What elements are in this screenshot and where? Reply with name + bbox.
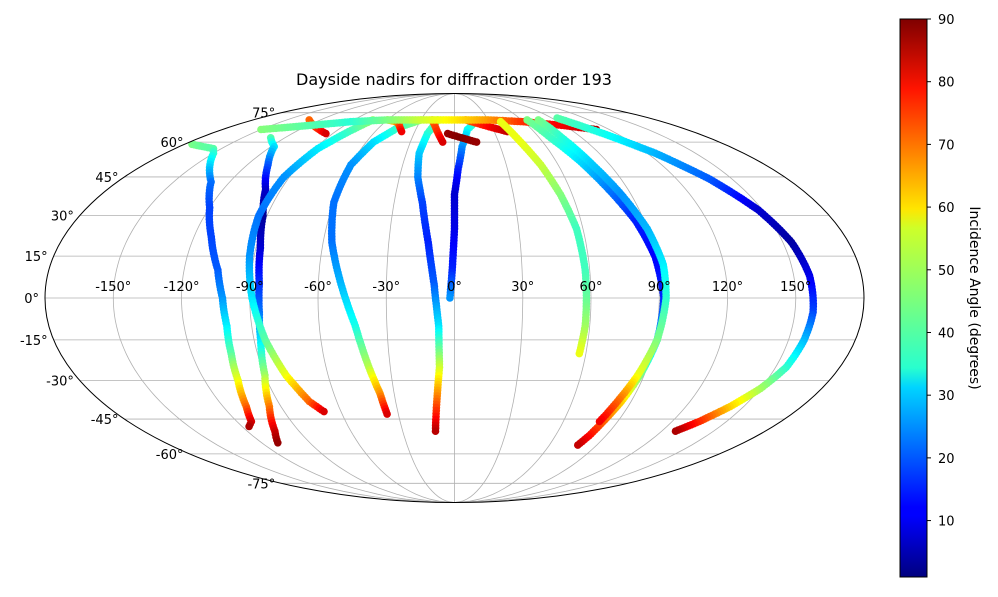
- longitude-tick-label: -30°: [372, 280, 400, 295]
- data-point: [245, 422, 253, 431]
- latitude-tick-label: -60°: [156, 448, 184, 463]
- data-point: [438, 138, 447, 146]
- colorbar-tick-label: 30: [938, 389, 955, 404]
- data-point: [575, 349, 584, 358]
- data-point: [431, 427, 440, 436]
- chart-title: Dayside nadirs for diffraction order 193: [296, 70, 612, 89]
- data-point: [397, 127, 406, 136]
- map-boundary: [44, 93, 865, 503]
- data-point: [595, 417, 604, 426]
- colorbar-tick-label: 80: [938, 76, 955, 91]
- longitude-tick-label: -120°: [163, 280, 199, 295]
- colorbar: 10 20 30 40 50 60 70 80 90 Incidence Angle (degr…: [899, 13, 982, 578]
- longitude-tick-label: 30°: [511, 280, 534, 295]
- latitude-tick-label: 75°: [252, 107, 275, 122]
- colorbar-tick-label: 10: [938, 515, 955, 530]
- colorbar-tick-label: 50: [938, 264, 955, 279]
- longitude-tick-label: 90°: [648, 280, 671, 295]
- latitude-tick-label: 15°: [25, 250, 48, 265]
- longitude-tick-label: -90°: [236, 280, 264, 295]
- data-points: [188, 114, 818, 449]
- colorbar-label: Incidence Angle (degrees): [966, 206, 982, 389]
- data-point: [472, 138, 481, 146]
- colorbar-tick-label: 40: [938, 326, 955, 341]
- colorbar-gradient: [899, 18, 928, 578]
- data-point: [274, 439, 282, 447]
- colorbar-tick-label: 60: [938, 201, 955, 216]
- longitude-tick-label: -60°: [304, 280, 332, 295]
- longitude-tick-label: 150°: [780, 280, 811, 295]
- longitude-tick-label: -150°: [95, 280, 131, 295]
- latitude-tick-label: 30°: [51, 209, 74, 224]
- latitude-tick-labels: -75° -60° -45° -30° -15° 0° 15° 30° 45° 60° 75°: [20, 107, 275, 493]
- longitude-tick-label: 120°: [712, 280, 743, 295]
- data-point: [446, 294, 454, 302]
- latitude-tick-label: 45°: [95, 171, 118, 186]
- longitude-tick-label: 60°: [579, 280, 602, 295]
- longitude-tick-labels: -150° -120° -90° -60° -30° 0° 30° 60° 90° 120° 150…: [95, 280, 811, 295]
- latitude-tick-label: 0°: [24, 292, 39, 307]
- colorbar-ticks: 10 20 30 40 50 60 70 80 90: [927, 13, 955, 530]
- latitude-tick-label: -30°: [46, 375, 74, 390]
- graticule: [45, 93, 864, 503]
- data-point: [574, 441, 582, 449]
- latitude-tick-label: -15°: [20, 334, 48, 349]
- colorbar-tick-label: 90: [938, 13, 955, 28]
- latitude-tick-label: -45°: [91, 413, 119, 428]
- longitude-tick-label: 0°: [447, 280, 462, 295]
- colorbar-tick-label: 20: [938, 452, 955, 467]
- latitude-tick-label: 60°: [160, 136, 183, 151]
- data-point: [320, 407, 328, 416]
- latitude-tick-label: -75°: [247, 477, 275, 492]
- data-point: [322, 129, 330, 138]
- colorbar-tick-label: 70: [938, 138, 955, 153]
- data-point: [383, 410, 391, 418]
- data-point: [671, 427, 680, 436]
